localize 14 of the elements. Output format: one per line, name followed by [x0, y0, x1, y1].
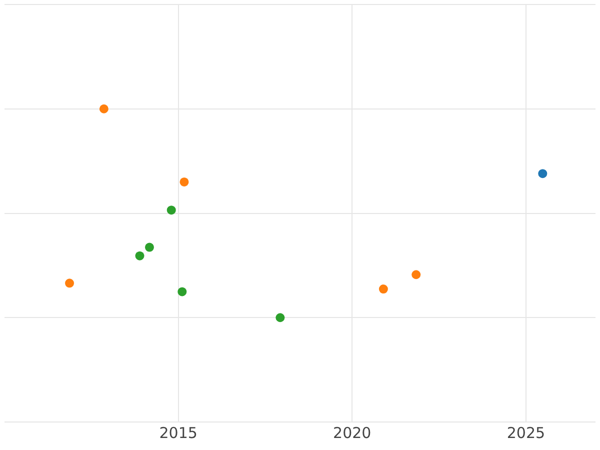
point [276, 313, 285, 322]
point [538, 169, 548, 178]
x-tick-label: 2015 [159, 424, 198, 442]
x-tick-label: 2020 [333, 424, 372, 442]
point [135, 251, 144, 260]
point [178, 287, 187, 296]
x-tick-label: 2025 [506, 424, 546, 442]
point [180, 177, 189, 186]
point [378, 284, 388, 294]
point [99, 104, 108, 114]
point [412, 270, 421, 280]
point [166, 206, 176, 215]
point [65, 278, 74, 288]
point [144, 242, 154, 252]
